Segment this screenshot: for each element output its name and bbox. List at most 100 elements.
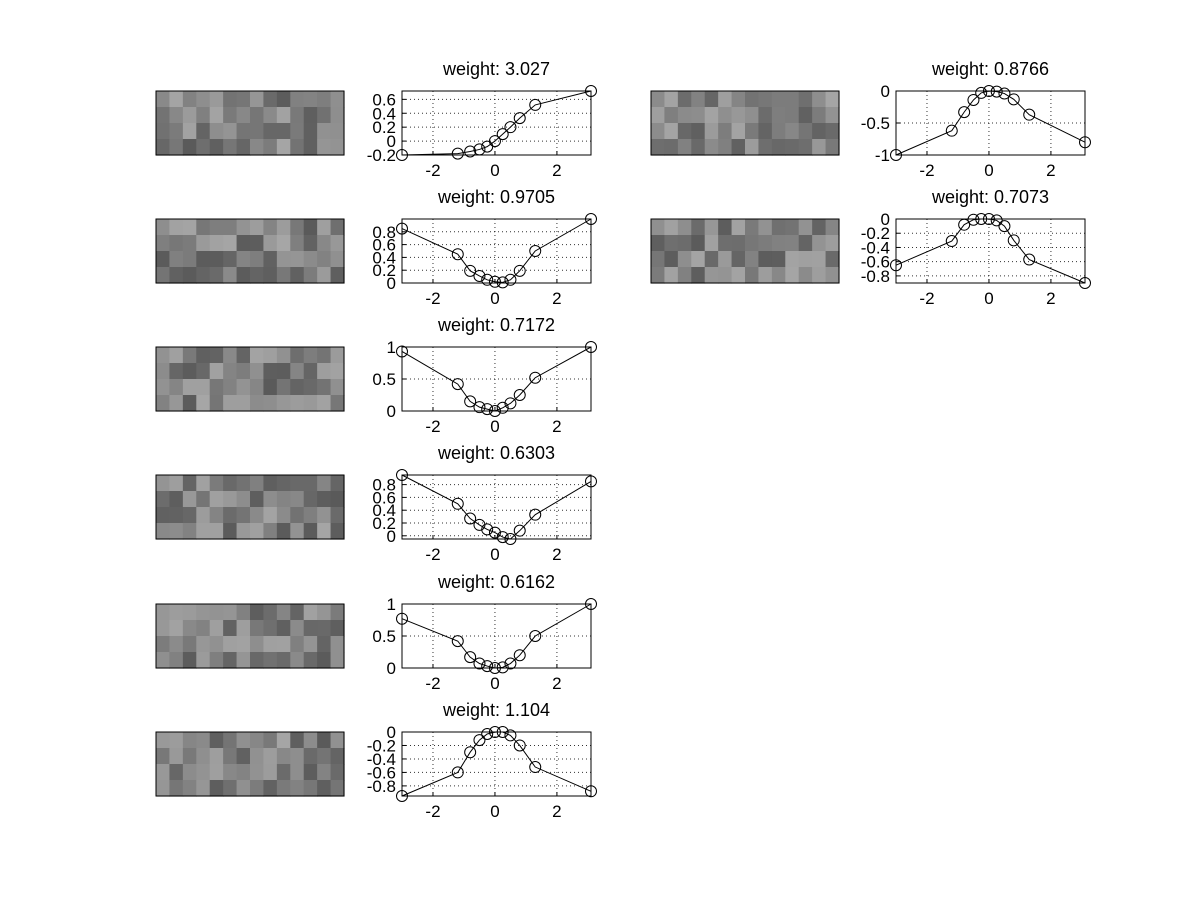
y-tick-label: 0.8 bbox=[372, 476, 396, 495]
filter-pixel bbox=[771, 235, 786, 252]
panel-2: -2 0 2 -1 -0.5 0 weight: 0.8766 bbox=[650, 59, 1091, 180]
filter-pixel bbox=[169, 91, 184, 108]
data-point bbox=[473, 269, 486, 282]
filter-pixel bbox=[290, 379, 305, 396]
filter-pixel bbox=[785, 107, 800, 124]
filter-pixel bbox=[317, 219, 332, 236]
filter-pixel bbox=[290, 764, 305, 781]
y-tick-label: 0.5 bbox=[372, 627, 396, 646]
filter-pixel bbox=[317, 491, 332, 508]
y-tick-label: 1 bbox=[387, 595, 396, 614]
filter-pixel bbox=[169, 347, 184, 364]
filter-pixel bbox=[745, 251, 760, 268]
filter-pixel bbox=[677, 235, 692, 252]
filter-pixel bbox=[236, 491, 251, 508]
x-tick-label: 0 bbox=[490, 161, 499, 180]
filter-image bbox=[155, 474, 345, 540]
filter-pixel bbox=[196, 636, 211, 653]
filter-pixel bbox=[250, 251, 265, 268]
data-point bbox=[496, 661, 509, 674]
filter-pixel bbox=[651, 251, 666, 268]
filter-pixel bbox=[250, 379, 265, 396]
filter-pixel bbox=[236, 748, 251, 765]
x-tick-label: -2 bbox=[425, 417, 440, 436]
filter-pixel bbox=[182, 636, 197, 653]
y-tick-label: 0.8 bbox=[372, 223, 396, 242]
filter-pixel bbox=[182, 732, 197, 749]
filter-pixel bbox=[250, 219, 265, 236]
plot-frame bbox=[401, 90, 592, 156]
filter-pixel bbox=[317, 780, 332, 797]
filter-pixel bbox=[691, 267, 706, 284]
y-tick-label: 0.2 bbox=[372, 118, 396, 137]
filter-pixel bbox=[236, 251, 251, 268]
x-tick-label: -2 bbox=[425, 545, 440, 564]
filter-pixel bbox=[290, 604, 305, 621]
filter-pixel bbox=[731, 123, 746, 140]
data-point bbox=[473, 518, 486, 531]
filter-pixel bbox=[718, 107, 733, 124]
filter-pixel bbox=[223, 732, 238, 749]
filter-pixel bbox=[169, 604, 184, 621]
filter-pixel bbox=[651, 219, 666, 236]
filter-pixel bbox=[223, 652, 238, 669]
y-tick-label: 0.6 bbox=[372, 90, 396, 109]
data-point bbox=[1079, 277, 1091, 289]
data-point bbox=[958, 218, 971, 231]
filter-pixel bbox=[798, 123, 813, 140]
y-tick-label: 0.2 bbox=[372, 514, 396, 533]
filter-pixel bbox=[196, 267, 211, 284]
filter-pixel bbox=[704, 219, 719, 236]
filter-pixel bbox=[303, 507, 318, 524]
filter-pixel bbox=[785, 235, 800, 252]
filter-pixel bbox=[236, 123, 251, 140]
data-point bbox=[464, 395, 477, 408]
filter-pixel bbox=[718, 235, 733, 252]
filter-pixel bbox=[785, 267, 800, 284]
filter-pixel bbox=[704, 107, 719, 124]
filter-pixel bbox=[169, 652, 184, 669]
data-point bbox=[488, 662, 501, 674]
data-point bbox=[488, 135, 501, 148]
filter-pixel bbox=[825, 219, 840, 236]
filter-pixel bbox=[276, 219, 291, 236]
filter-pixel bbox=[182, 219, 197, 236]
filter-pixel bbox=[196, 523, 211, 540]
filter-pixel bbox=[236, 235, 251, 252]
series-line bbox=[401, 474, 592, 540]
filter-pixel bbox=[223, 363, 238, 380]
filter-pixel bbox=[771, 267, 786, 284]
filter-pixel bbox=[250, 764, 265, 781]
filter-pixel bbox=[317, 107, 332, 124]
filter-pixel bbox=[263, 363, 278, 380]
filter-pixel bbox=[209, 139, 224, 156]
filter-pixel bbox=[745, 107, 760, 124]
filter-pixel bbox=[290, 748, 305, 765]
filter-pixel bbox=[330, 363, 345, 380]
filter-pixel bbox=[196, 219, 211, 236]
filter-pixel bbox=[330, 379, 345, 396]
filter-pixel bbox=[156, 475, 171, 492]
data-point bbox=[451, 635, 464, 648]
data-point bbox=[396, 612, 408, 625]
filter-pixel bbox=[156, 219, 171, 236]
filter-pixel bbox=[276, 507, 291, 524]
filter-pixel bbox=[303, 491, 318, 508]
filter-pixel bbox=[330, 652, 345, 669]
filter-pixel bbox=[691, 91, 706, 108]
y-tick-label: 0.4 bbox=[372, 248, 396, 267]
y-tick-label: 0.4 bbox=[372, 104, 396, 123]
filter-pixel bbox=[196, 491, 211, 508]
filter-pixel bbox=[290, 732, 305, 749]
filter-pixel bbox=[169, 219, 184, 236]
data-point bbox=[585, 785, 597, 798]
filter-pixel bbox=[303, 652, 318, 669]
filter-pixel bbox=[825, 251, 840, 268]
filter-pixel bbox=[330, 523, 345, 540]
filter-pixel bbox=[317, 604, 332, 621]
y-tick-label: 0.2 bbox=[372, 261, 396, 280]
filter-pixel bbox=[209, 620, 224, 637]
panel-5: -2 0 2 0 0.5 1 weight: 0.7172 bbox=[155, 315, 597, 436]
filter-pixel bbox=[812, 267, 827, 284]
